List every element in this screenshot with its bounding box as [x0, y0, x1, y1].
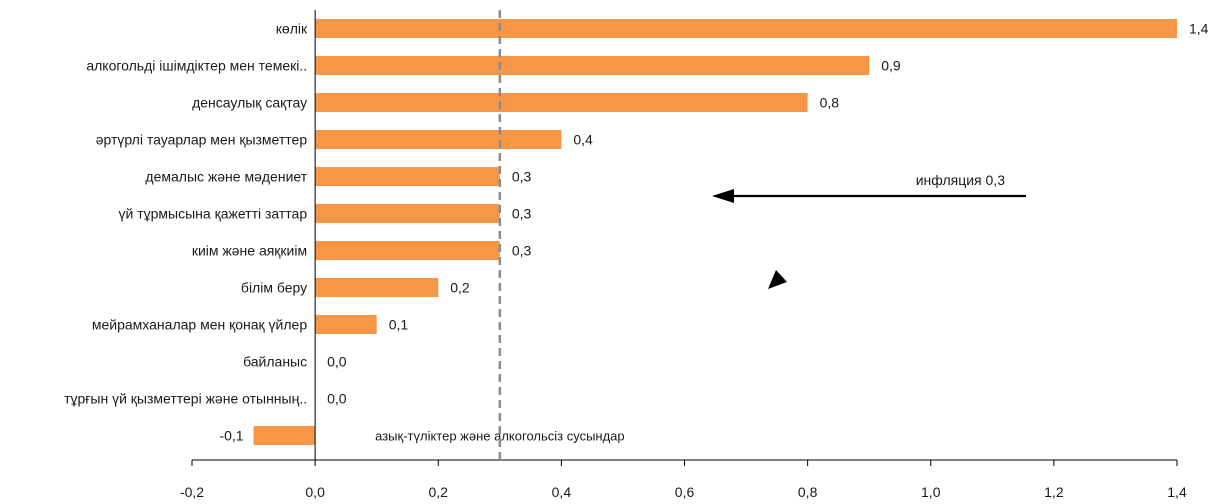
bar	[315, 167, 500, 186]
pointer-triangle-icon	[768, 270, 787, 289]
category-label: тұрғын үй қызметтері және отынның..	[64, 391, 307, 407]
x-tick-label: 0,4	[552, 484, 572, 500]
category-label: азық-түліктер және алкогольсіз сусындар	[375, 429, 625, 444]
value-label: 0,2	[450, 280, 470, 296]
value-label: 0,4	[573, 132, 593, 148]
category-label: әртүрлі тауарлар мен қызметтер	[96, 132, 308, 148]
bar	[315, 278, 439, 297]
x-tick-label: 0,2	[429, 484, 449, 500]
category-label: денсаулық сақтау	[192, 95, 307, 111]
x-tick-label: 1,0	[921, 484, 941, 500]
bar	[315, 315, 377, 334]
x-tick-label: 0,0	[305, 484, 325, 500]
inflation-annotation-label: инфляция 0,3	[916, 172, 1005, 188]
inflation-arrow-head	[712, 189, 734, 203]
category-label: алкогольді ішімдіктер мен темекі..	[86, 58, 307, 74]
category-label: білім беру	[241, 280, 307, 296]
value-label: 0,3	[512, 169, 532, 185]
bar	[315, 56, 870, 75]
category-label: демалыс және мәдениет	[145, 169, 307, 185]
category-label: үй тұрмысына қажетті заттар	[119, 206, 308, 222]
value-label: 0,8	[820, 95, 840, 111]
value-label: 1,4	[1189, 21, 1209, 37]
bar	[315, 241, 500, 260]
value-label: 0,9	[881, 58, 901, 74]
bar	[253, 426, 316, 445]
inflation-annotation: инфляция 0,3	[712, 172, 1026, 203]
category-label: байланыс	[243, 354, 307, 370]
x-tick-label: 1,4	[1167, 484, 1187, 500]
bar	[315, 19, 1177, 38]
x-tick-label: 1,2	[1044, 484, 1064, 500]
value-label: 0,3	[512, 206, 532, 222]
value-label: 0,0	[327, 391, 347, 407]
category-label: киім және аяқкиім	[192, 243, 307, 259]
x-tick-label: 0,8	[798, 484, 818, 500]
bar	[315, 130, 562, 149]
bar	[315, 93, 808, 112]
category-label: көлік	[276, 21, 308, 37]
value-label: -0,1	[219, 428, 243, 444]
bar	[315, 204, 500, 223]
category-label: мейрамханалар мен қонақ үйлер	[92, 317, 307, 333]
x-tick-label: 0,6	[675, 484, 695, 500]
value-label: 0,3	[512, 243, 532, 259]
x-tick-label: -0,2	[180, 484, 204, 500]
value-label: 0,0	[327, 354, 347, 370]
value-label: 0,1	[389, 317, 409, 333]
